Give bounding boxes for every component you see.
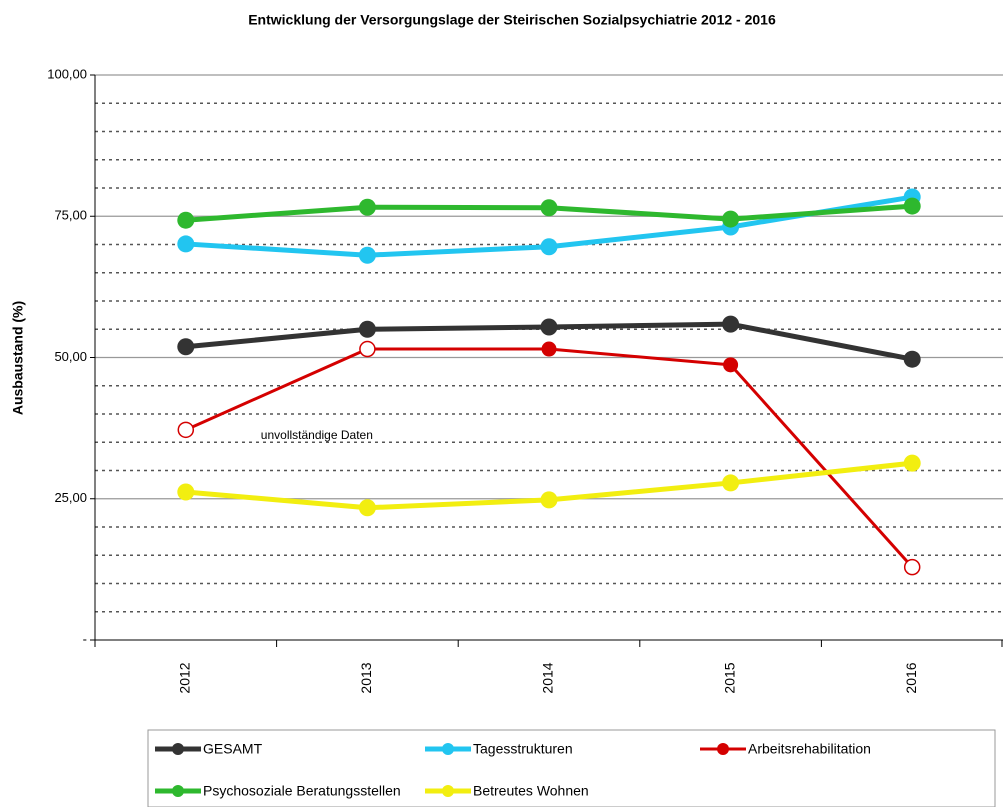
y-tick-label: 75,00 [54, 208, 87, 223]
series-line [185, 347, 914, 569]
data-point [540, 318, 558, 336]
data-point [722, 210, 740, 228]
data-point [722, 315, 740, 333]
data-point [540, 199, 558, 217]
legend-label: Psychosoziale Beratungsstellen [203, 783, 401, 799]
data-point [358, 198, 376, 216]
data-point [177, 338, 195, 356]
legend-box [147, 729, 996, 807]
data-point [903, 558, 921, 576]
legend-label: Arbeitsrehabilitation [748, 741, 871, 757]
legend-label: Betreutes Wohnen [473, 783, 589, 799]
y-tick-label: 50,00 [54, 349, 87, 364]
data-point [177, 211, 195, 229]
data-point [358, 499, 376, 517]
y-tick-label: 100,00 [47, 66, 87, 81]
y-tick-label: 25,00 [54, 490, 87, 505]
data-point [359, 340, 376, 358]
legend-marker [172, 743, 184, 755]
data-point [358, 320, 376, 338]
legend-marker [717, 743, 729, 755]
data-point [903, 454, 921, 472]
x-tick-label: 2012 [177, 662, 193, 693]
x-tick-label: 2013 [358, 662, 374, 693]
x-tick-label: 2016 [903, 662, 919, 693]
data-point [722, 474, 740, 492]
x-tick-label: 2014 [540, 662, 556, 693]
annotation: unvollständige Daten [261, 428, 373, 442]
legend-label: GESAMT [203, 741, 263, 757]
legend-marker [442, 743, 454, 755]
data-point [177, 483, 195, 501]
y-tick-label: - [83, 631, 87, 646]
chart-title: Entwicklung der Versorgungslage der Stei… [248, 12, 776, 28]
legend-marker [442, 785, 454, 797]
data-point [540, 491, 558, 509]
legend-label: Tagesstrukturen [473, 741, 573, 757]
data-point [540, 238, 558, 256]
data-point [177, 421, 195, 439]
y-axis-label: Ausbaustand (%) [10, 301, 26, 415]
data-point [903, 197, 921, 215]
data-point [903, 350, 921, 368]
data-point [541, 341, 557, 357]
data-point [723, 357, 739, 373]
data-point [358, 246, 376, 264]
data-point [177, 235, 195, 253]
legend-marker [172, 785, 184, 797]
x-tick-label: 2015 [721, 662, 737, 693]
